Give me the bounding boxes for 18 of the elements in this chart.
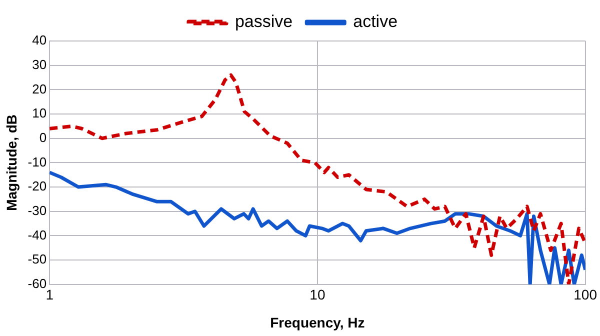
y-tick-label: 30	[32, 56, 47, 72]
y-tick-label: 0	[39, 130, 47, 145]
y-tick-label: -50	[28, 252, 47, 267]
x-tick-label: 100	[574, 286, 598, 303]
y-tick-label: 10	[32, 106, 47, 121]
y-tick-label: -30	[28, 202, 47, 218]
x-tick-label: 10	[310, 286, 326, 303]
x-axis-title: Frequency, Hz	[270, 314, 365, 330]
legend-label: passive	[234, 12, 293, 32]
y-tick-label: 40	[32, 32, 47, 48]
y-tick-label: -20	[28, 178, 47, 194]
y-axis-title: Magnitude, dB	[3, 114, 20, 211]
y-tick-label: -10	[28, 154, 47, 170]
y-tick-label: -60	[28, 276, 47, 291]
legend-label: active	[353, 12, 398, 32]
y-tick-label: 20	[32, 81, 47, 96]
y-tick-label: -40	[28, 227, 47, 242]
x-tick-label: 1	[46, 286, 54, 303]
